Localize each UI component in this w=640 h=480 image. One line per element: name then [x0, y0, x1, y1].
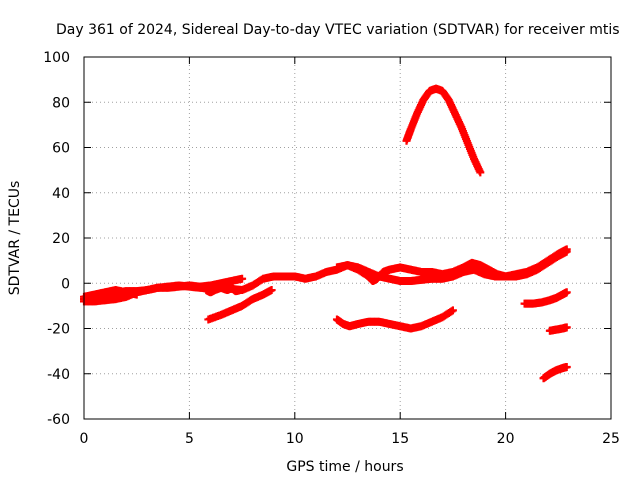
y-tick-label: 0 [61, 276, 70, 292]
series-track-g [332, 306, 457, 333]
series-track-j [545, 323, 571, 335]
chart-title: Day 361 of 2024, Sidereal Day-to-day VTE… [56, 22, 620, 38]
y-tick-label: 20 [52, 231, 70, 247]
y-axis-label: SDTVAR / TECUs [7, 181, 23, 296]
series-track-h [402, 84, 485, 177]
data-point [235, 286, 244, 295]
x-tick-label: 25 [602, 431, 620, 447]
series-track-i [520, 288, 571, 308]
data-point [562, 323, 571, 332]
series-track-c [80, 286, 141, 301]
data-point [448, 306, 457, 315]
data-point [562, 245, 571, 254]
y-tick-label: -60 [47, 412, 70, 428]
plot-frame [83, 56, 612, 420]
data-point [238, 274, 247, 283]
data-point [562, 288, 571, 297]
x-tick-label: 20 [497, 431, 515, 447]
x-tick-label: 0 [80, 431, 89, 447]
data-point [476, 168, 485, 177]
data-marks [80, 84, 571, 383]
series-track-k [539, 362, 571, 383]
y-tick-label: -20 [47, 322, 70, 338]
x-tick-label: 10 [286, 431, 304, 447]
y-tick-label: -40 [47, 367, 70, 383]
series-track-e [332, 245, 571, 285]
axis-ticks: 0 5 10 15 20 25 -60 -40 -20 0 20 40 60 80 100 [43, 50, 620, 447]
series-track-f [204, 286, 276, 324]
y-tick-label: 40 [52, 186, 70, 202]
x-tick-label: 15 [391, 431, 409, 447]
grid [84, 57, 611, 419]
data-point [267, 286, 276, 295]
y-tick-label: 80 [52, 95, 70, 111]
data-point [132, 290, 141, 299]
x-tick-label: 5 [185, 431, 194, 447]
series-track-d [202, 283, 244, 297]
y-tick-label: 60 [52, 141, 70, 157]
y-tick-label: 100 [43, 50, 70, 66]
data-point [562, 362, 571, 371]
x-axis-label: GPS time / hours [286, 459, 403, 475]
